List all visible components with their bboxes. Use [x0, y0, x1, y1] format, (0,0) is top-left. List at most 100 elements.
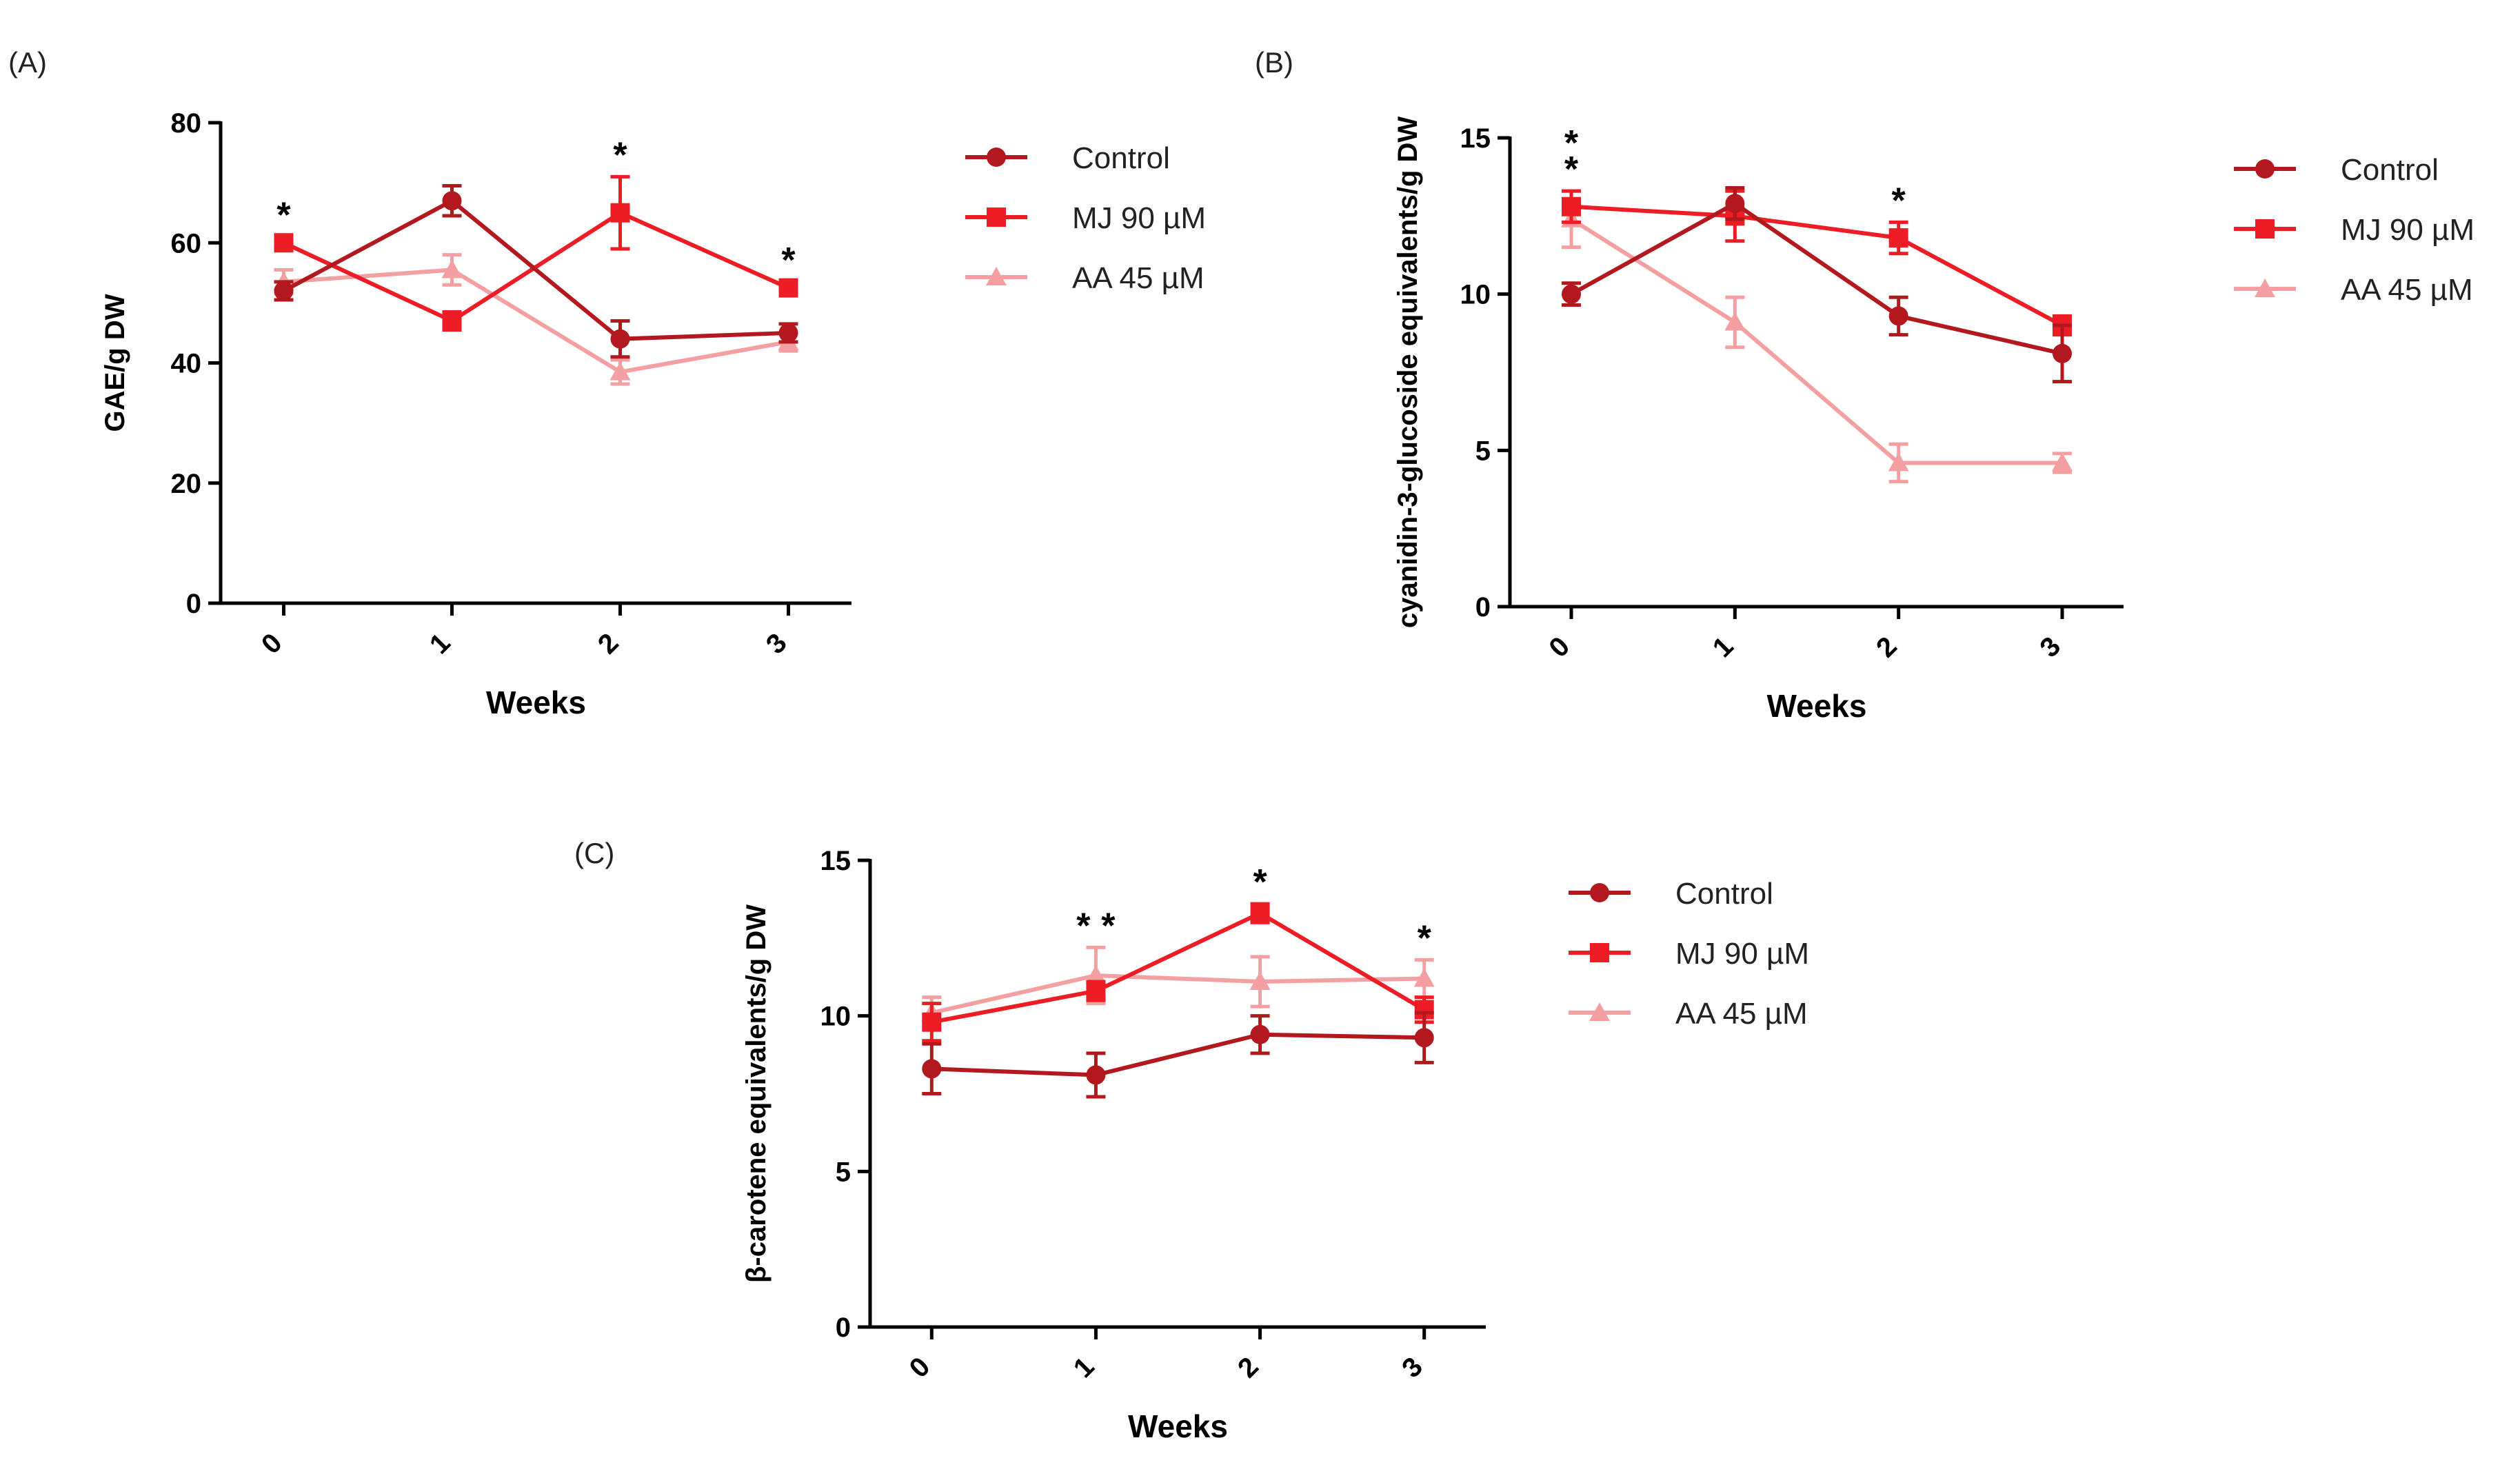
significance-star: * [276, 196, 291, 236]
legend-label: MJ 90 µM [1072, 201, 1206, 235]
significance-star: * [1564, 123, 1579, 163]
data-point [778, 323, 798, 343]
legend-entry: MJ 90 µM [965, 201, 1206, 235]
data-point [922, 1012, 942, 1032]
legend-marker [2255, 159, 2275, 179]
data-point [1724, 312, 1746, 331]
significance-star: * [1892, 181, 1906, 221]
data-point [1085, 964, 1107, 984]
legend-entry: Control [2234, 153, 2439, 187]
data-point [2053, 343, 2072, 363]
data-point [1888, 452, 1909, 472]
series-line [1570, 217, 2062, 465]
series-control [274, 183, 798, 359]
significance-star: * [1564, 150, 1579, 190]
y-tick-label: 40 [171, 349, 202, 379]
legend-label: Control [1675, 877, 1773, 911]
significance-star: * [613, 135, 627, 175]
legend-label: AA 45 µM [1675, 997, 1808, 1031]
legend-marker [1590, 883, 1609, 902]
y-tick-label: 5 [836, 1157, 851, 1187]
legend-marker [1590, 943, 1609, 962]
y-tick-label: 60 [171, 228, 202, 259]
legend-label: AA 45 µM [2341, 273, 2473, 307]
significance-star: * [1418, 918, 1432, 958]
y-tick-label: 10 [1460, 280, 1491, 310]
y-tick-label: 0 [1475, 592, 1491, 622]
y-axis-title: GAE/g DW [100, 294, 130, 432]
legend-label: Control [1072, 141, 1170, 175]
legend-entry: Control [1569, 877, 1773, 911]
x-axis-title: Weeks [486, 685, 586, 720]
legend-label: AA 45 µM [1072, 261, 1204, 295]
legend-marker [2255, 219, 2275, 239]
data-point [609, 361, 631, 381]
data-point [2052, 452, 2073, 472]
legend-marker [2255, 279, 2275, 297]
y-tick-label: 10 [820, 1002, 851, 1032]
series-line [931, 973, 1424, 1015]
legend-entry: AA 45 µM [965, 261, 1204, 295]
legend-entry: AA 45 µM [2234, 273, 2473, 307]
y-tick-label: 15 [820, 846, 851, 876]
series-mj-90-m [922, 902, 1434, 1043]
legend-entry: MJ 90 µM [1569, 937, 1809, 971]
y-tick-label: 15 [1460, 123, 1491, 154]
series-line [931, 1032, 1424, 1077]
legend-entry: AA 45 µM [1569, 997, 1808, 1031]
x-axis-title: Weeks [1767, 688, 1867, 724]
data-point [922, 1059, 942, 1079]
series-line [283, 267, 789, 374]
series-line [283, 210, 789, 323]
significance-star: * [1253, 862, 1267, 902]
y-tick-label: 5 [1475, 436, 1491, 466]
series-line [283, 198, 789, 341]
data-point [610, 203, 630, 223]
legend-entry: Control [965, 141, 1170, 175]
legend-marker [987, 148, 1006, 167]
data-point [442, 311, 462, 331]
series-mj-90-m [274, 174, 798, 332]
y-tick-label: 0 [836, 1313, 851, 1343]
significance-star: * [1076, 906, 1091, 946]
series-aa-45-m [1561, 189, 2073, 484]
series-control [922, 1011, 1434, 1099]
data-point [1888, 306, 1908, 326]
y-tick-label: 20 [171, 469, 202, 499]
series-control [1562, 186, 2072, 384]
data-point [274, 281, 294, 301]
data-point [1413, 968, 1435, 987]
legend-marker [986, 267, 1007, 285]
data-point [610, 329, 630, 349]
significance-star: * [781, 241, 796, 281]
data-point [1562, 196, 1581, 216]
data-point [1888, 228, 1908, 248]
y-tick-label: 80 [171, 108, 202, 139]
significance-star: * [1101, 906, 1116, 946]
y-axis-title: β-carotene equivalents/g DW [741, 904, 772, 1283]
data-point [1414, 1028, 1434, 1048]
legend-label: MJ 90 µM [1675, 937, 1809, 971]
legend-label: MJ 90 µM [2341, 213, 2474, 247]
panel-label: (A) [8, 46, 47, 79]
data-point [1725, 194, 1745, 214]
data-point [1250, 903, 1270, 923]
data-point [778, 278, 798, 298]
data-point [1562, 284, 1581, 304]
x-axis-title: Weeks [1128, 1408, 1228, 1444]
y-axis-title: cyanidin-3-glucoside equivalents/g DW [1393, 117, 1423, 629]
legend-label: Control [2341, 153, 2439, 187]
data-point [441, 259, 463, 279]
data-point [1086, 1065, 1106, 1085]
data-point [1249, 971, 1271, 991]
legend-marker [987, 207, 1006, 227]
legend-entry: MJ 90 µM [2234, 213, 2474, 247]
data-point [274, 233, 294, 253]
panel-label: (B) [1255, 46, 1293, 79]
legend-marker [1589, 1002, 1610, 1021]
y-tick-label: 0 [186, 589, 201, 619]
data-point [442, 191, 462, 211]
